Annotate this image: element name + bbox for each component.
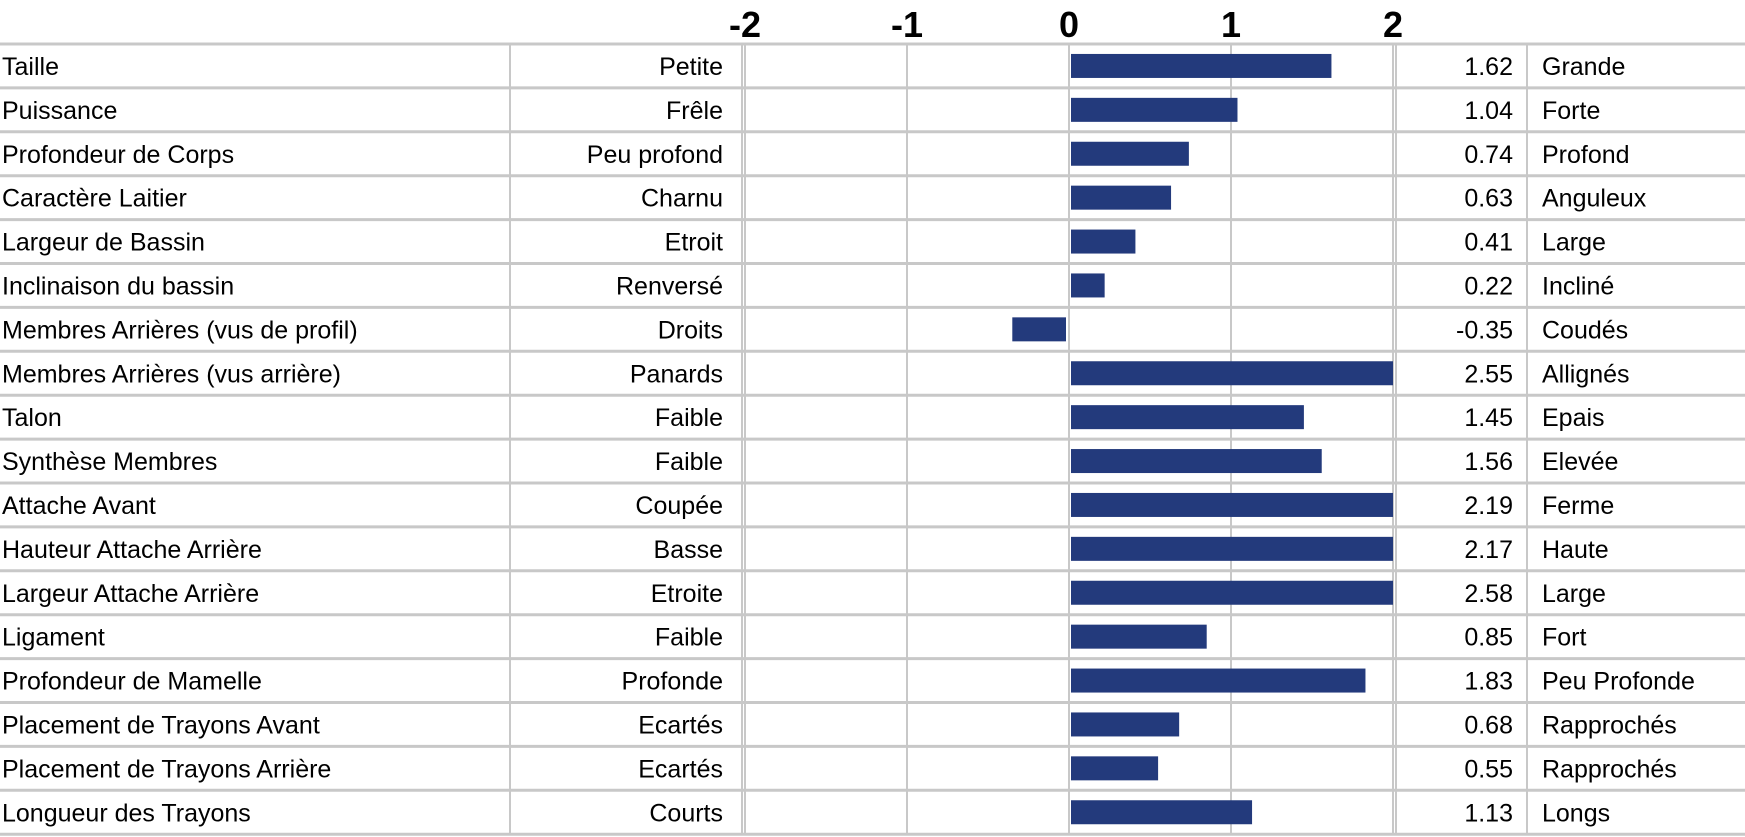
value-label: -0.35 [1456, 316, 1513, 344]
bar [1071, 712, 1180, 737]
high-pole-label: Incliné [1542, 272, 1614, 300]
value-label: 2.17 [1464, 536, 1513, 564]
low-pole-label: Renversé [616, 272, 723, 300]
value-label: 0.85 [1464, 624, 1513, 652]
bar [1012, 317, 1066, 342]
high-pole-label: Ferme [1542, 492, 1614, 520]
high-pole-label: Allignés [1542, 360, 1630, 388]
high-pole-label: Forte [1542, 97, 1600, 125]
value-label: 1.45 [1464, 404, 1513, 432]
x-tick-label: 0 [1059, 4, 1079, 45]
trait-label: Membres Arrières (vus arrière) [2, 360, 341, 388]
x-tick-label: 1 [1221, 4, 1241, 45]
low-pole-label: Ecartés [638, 755, 723, 783]
bar [1071, 449, 1322, 474]
value-label: 1.83 [1464, 668, 1513, 696]
value-label: 0.63 [1464, 185, 1513, 213]
bar [1071, 580, 1393, 605]
trait-label: Profondeur de Corps [2, 141, 234, 169]
trait-label: Ligament [2, 624, 105, 652]
high-pole-label: Grande [1542, 53, 1625, 81]
bar [1071, 492, 1393, 517]
bar [1071, 536, 1393, 561]
trait-label: Puissance [2, 97, 117, 125]
bar [1071, 97, 1238, 122]
bar [1071, 800, 1253, 825]
trait-label: Largeur de Bassin [2, 229, 205, 257]
value-label: 2.19 [1464, 492, 1513, 520]
trait-label: Placement de Trayons Arrière [2, 755, 331, 783]
high-pole-label: Longs [1542, 799, 1610, 827]
value-label: 0.55 [1464, 755, 1513, 783]
low-pole-label: Coupée [635, 492, 723, 520]
low-pole-label: Faible [655, 404, 723, 432]
low-pole-label: Etroite [651, 580, 723, 608]
trait-label: Placement de Trayons Avant [2, 711, 320, 739]
low-pole-label: Charnu [641, 185, 723, 213]
high-pole-label: Peu Profonde [1542, 668, 1695, 696]
high-pole-label: Rapprochés [1542, 755, 1677, 783]
x-tick-label: -1 [891, 4, 923, 45]
bar [1071, 624, 1207, 649]
bar [1071, 185, 1172, 210]
value-label: 1.04 [1464, 97, 1513, 125]
x-tick-label: 2 [1383, 4, 1403, 45]
low-pole-label: Peu profond [587, 141, 723, 169]
low-pole-label: Ecartés [638, 711, 723, 739]
value-label: 0.22 [1464, 272, 1513, 300]
value-label: 2.55 [1464, 360, 1513, 388]
value-label: 0.74 [1464, 141, 1513, 169]
bar [1071, 141, 1189, 166]
low-pole-label: Frêle [666, 97, 723, 125]
low-pole-label: Basse [654, 536, 723, 564]
bar [1071, 405, 1304, 430]
trait-label: Largeur Attache Arrière [2, 580, 259, 608]
bar [1071, 361, 1393, 386]
trait-label: Longueur des Trayons [2, 799, 251, 827]
low-pole-label: Faible [655, 624, 723, 652]
bar [1071, 229, 1136, 254]
bar [1071, 756, 1159, 781]
high-pole-label: Anguleux [1542, 185, 1647, 213]
low-pole-label: Panards [630, 360, 723, 388]
low-pole-label: Faible [655, 448, 723, 476]
trait-label: Taille [2, 53, 59, 81]
trait-label: Hauteur Attache Arrière [2, 536, 262, 564]
low-pole-label: Courts [649, 799, 723, 827]
trait-label: Synthèse Membres [2, 448, 217, 476]
low-pole-label: Petite [659, 53, 723, 81]
trait-label: Profondeur de Mamelle [2, 668, 262, 696]
high-pole-label: Haute [1542, 536, 1609, 564]
bar [1071, 53, 1332, 78]
bar [1071, 668, 1366, 693]
bar [1071, 273, 1105, 298]
value-label: 1.62 [1464, 53, 1513, 81]
low-pole-label: Etroit [665, 229, 723, 257]
trait-label: Talon [2, 404, 62, 432]
value-label: 0.41 [1464, 229, 1513, 257]
bars-layer [1012, 53, 1393, 825]
grid-layer [0, 42, 1745, 836]
high-pole-label: Profond [1542, 141, 1630, 169]
trait-label: Inclinaison du bassin [2, 272, 234, 300]
high-pole-label: Fort [1542, 624, 1587, 652]
high-pole-label: Coudés [1542, 316, 1628, 344]
trait-label: Membres Arrières (vus de profil) [2, 316, 358, 344]
text-layer: -2 -1 0 1 2 Taille Petite 1.62 Grande Puissance Fr… [2, 4, 1695, 827]
value-label: 2.58 [1464, 580, 1513, 608]
x-tick-label: -2 [729, 4, 761, 45]
low-pole-label: Droits [658, 316, 723, 344]
value-label: 1.13 [1464, 799, 1513, 827]
high-pole-label: Epais [1542, 404, 1605, 432]
trait-label: Caractère Laitier [2, 185, 187, 213]
high-pole-label: Large [1542, 580, 1606, 608]
trait-label: Attache Avant [2, 492, 156, 520]
low-pole-label: Profonde [622, 668, 723, 696]
value-label: 1.56 [1464, 448, 1513, 476]
high-pole-label: Rapprochés [1542, 711, 1677, 739]
value-label: 0.68 [1464, 711, 1513, 739]
high-pole-label: Large [1542, 229, 1606, 257]
high-pole-label: Elevée [1542, 448, 1618, 476]
